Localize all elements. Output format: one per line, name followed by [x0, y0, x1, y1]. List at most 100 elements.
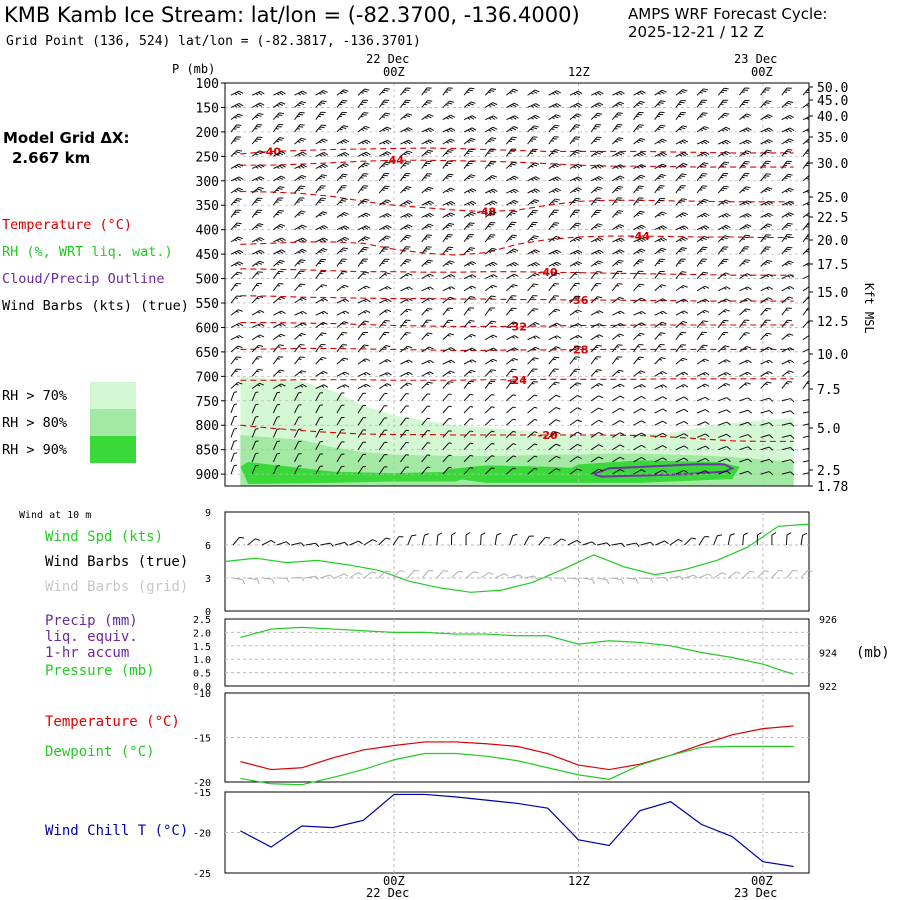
wind-barb-flag: [659, 91, 665, 94]
wind-barb-flag: [490, 189, 496, 194]
wind-barb-shaft: [590, 407, 599, 414]
wind-barb-flag: [723, 172, 729, 175]
wind-barb-flag-half: [491, 418, 495, 421]
wind-barb-flag-half: [741, 103, 745, 106]
wind-barb-flag: [279, 259, 285, 263]
wind-barb: [463, 211, 476, 218]
wind-barb: [463, 380, 475, 389]
wind-barb-flag: [426, 151, 432, 154]
wind-barb-flag: [789, 127, 795, 131]
wind-barb: [421, 234, 432, 243]
wind-barb-flag-half: [785, 117, 789, 120]
wind-barb-shaft: [781, 410, 791, 414]
wind-barb-flag-half: [297, 214, 301, 216]
wind-barb-flag-half: [297, 189, 301, 191]
wind-barb-flag: [531, 223, 537, 226]
wind-barb-flag: [596, 152, 601, 155]
precip-panel-frame: [224, 618, 810, 687]
wind-barb-flag: [532, 200, 538, 204]
wind-barb-flag: [533, 209, 538, 212]
wind-barb: [633, 384, 646, 390]
wind-barb-flag-half: [234, 178, 238, 182]
wind-barb-flag: [745, 259, 751, 262]
wind-barb: [442, 100, 455, 108]
wind-barb-shaft: [315, 344, 322, 353]
wind-barb-flag: [532, 163, 538, 167]
wind-barb-flag-half: [445, 226, 449, 229]
wind-barb: [400, 172, 411, 182]
wind-barb: [336, 236, 350, 243]
wind-barb: [760, 139, 773, 145]
wind-barb: [696, 309, 710, 316]
wind-barb-flag-half: [720, 165, 724, 167]
wind-barb: [357, 112, 369, 120]
wind-barb-flag: [574, 224, 580, 227]
wind-barb: [548, 209, 559, 218]
wind-barb: [781, 114, 795, 121]
wind-barb-flag: [532, 236, 537, 240]
wind-barb-flag: [811, 200, 815, 205]
wind-barb-flag: [660, 197, 666, 200]
wind-barb-flag-half: [805, 91, 809, 94]
wind-barb-flag-half: [742, 79, 745, 82]
wind-barb: [315, 211, 328, 218]
wind-barb-flag-half: [635, 115, 639, 118]
wind-barb-flag-half: [784, 263, 788, 266]
wind-barb-flag: [721, 174, 727, 177]
wind-barb: [442, 222, 454, 231]
wind-barb: [421, 359, 435, 365]
wind-barb-flag: [322, 138, 328, 142]
wind-barb: [760, 87, 771, 96]
wind-barb-flag: [277, 199, 282, 201]
wind-barb-flag: [319, 126, 325, 129]
wind-barb-flag-half: [573, 239, 577, 242]
wind-barb-flag-half: [360, 250, 364, 253]
wind-barb-flag: [299, 225, 305, 229]
wind-barb-flag: [300, 210, 306, 213]
precip-label: Precip (mm): [45, 613, 138, 629]
wind-barb: [484, 295, 496, 304]
wind-barb-flag: [662, 384, 668, 388]
wind-barb: [717, 309, 730, 316]
wind-barb-flag: [598, 407, 604, 411]
wind-barb-flag: [704, 285, 710, 289]
wind-barb: [484, 211, 497, 218]
wind-barb-flag: [299, 102, 305, 106]
wind-barb-flag-half: [339, 189, 343, 191]
wind-barb-flag-half: [487, 91, 491, 94]
wind-barb-flag-half: [488, 251, 492, 253]
wind-barb-flag-half: [678, 250, 682, 253]
wind-barb-flag: [577, 261, 583, 265]
wind-barb: [463, 83, 470, 84]
wind-barb-flag-half: [275, 213, 279, 216]
wind-barb-flag: [408, 213, 413, 217]
wind-barb-flag: [426, 87, 432, 89]
wind-barb-flag-half: [784, 177, 788, 179]
wind-barb-flag: [812, 435, 815, 439]
wind-barb: [548, 198, 560, 206]
wind-barb-flag-half: [445, 263, 449, 266]
wind-barb: [336, 89, 349, 96]
wind-barb: [484, 284, 497, 292]
wind-barb: [527, 136, 538, 145]
wind-barb-flag: [701, 200, 707, 203]
wind-barb: [590, 150, 603, 157]
wind-barb-flag-half: [551, 226, 555, 228]
wind-barb-flag: [533, 235, 539, 238]
wind-barb: [506, 394, 517, 402]
wind-barb-flag-half: [636, 227, 640, 230]
wind-barb-shaft: [590, 369, 598, 377]
wind-barb-flag: [238, 90, 244, 94]
wind-barb-shaft: [421, 308, 428, 316]
wind-barb-flag: [361, 101, 367, 103]
wind-barb-shaft: [590, 383, 599, 389]
wind-barb-flag-half: [721, 238, 725, 241]
wind-barb-flag: [596, 261, 601, 265]
wind-barb: [527, 103, 540, 108]
wind-barb-flag: [726, 372, 731, 376]
wind-barb: [569, 197, 581, 206]
wind-barb: [611, 369, 624, 377]
wind-barb-shaft: [272, 271, 280, 279]
wind-barb-shaft: [400, 393, 407, 402]
wind-barb-flag: [468, 248, 474, 251]
